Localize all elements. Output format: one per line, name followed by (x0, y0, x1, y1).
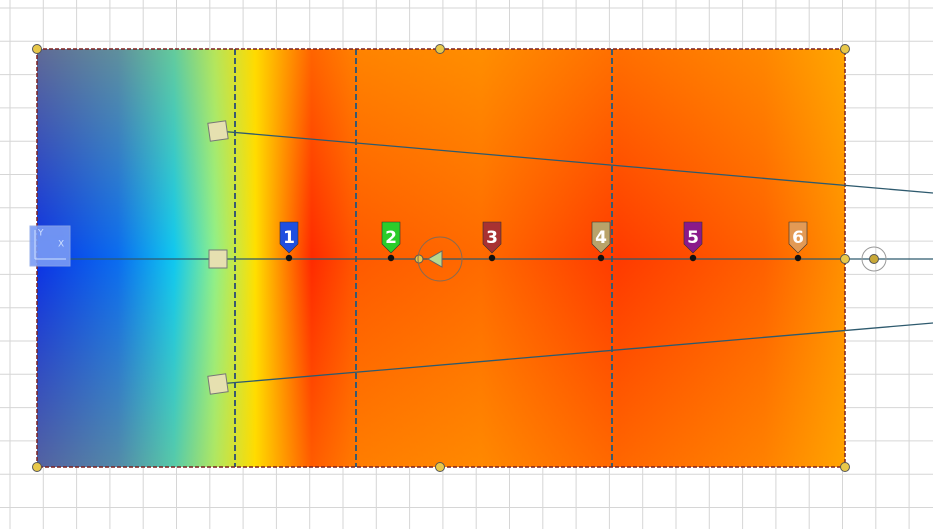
vertex[interactable] (435, 44, 445, 54)
beam-lines (37, 130, 933, 385)
vertex[interactable] (840, 44, 850, 54)
marker-pin (381, 221, 401, 254)
marker-label: 1 (283, 228, 295, 248)
vertex[interactable] (414, 254, 424, 264)
marker[interactable]: 5 (683, 221, 703, 262)
handle[interactable] (207, 373, 229, 395)
marker-label: 2 (385, 228, 397, 248)
marker-pin (788, 221, 808, 254)
section-lines (234, 49, 613, 467)
end-ring (861, 246, 887, 272)
markers: 1 2 3 4 5 6 (279, 221, 808, 262)
vertex[interactable] (435, 462, 445, 472)
marker-pin (683, 221, 703, 254)
marker-dot (387, 254, 395, 262)
marker-dot (794, 254, 802, 262)
marker-dot (689, 254, 697, 262)
marker-label: 6 (792, 228, 804, 248)
gizmo[interactable]: Y X (29, 225, 71, 267)
marker-dot (488, 254, 496, 262)
target-ring (417, 236, 463, 282)
handle[interactable] (207, 120, 229, 142)
gizmo-x: X (58, 240, 64, 250)
marker-label: 4 (595, 228, 607, 248)
end-dot (869, 254, 879, 264)
marker-pin (482, 221, 502, 254)
target-arrow (426, 250, 443, 268)
vertex[interactable] (32, 462, 42, 472)
handles (207, 120, 229, 395)
marker[interactable]: 4 (591, 221, 611, 262)
marker-dot (597, 254, 605, 262)
beam-line (217, 322, 933, 385)
marker[interactable]: 2 (381, 221, 401, 262)
handle[interactable] (208, 249, 228, 269)
marker[interactable]: 1 (279, 221, 299, 262)
vertex[interactable] (840, 254, 850, 264)
camera-target[interactable] (417, 236, 463, 282)
corner-points (32, 44, 850, 472)
marker-pin (591, 221, 611, 254)
vertex[interactable] (840, 462, 850, 472)
marker-pin (279, 221, 299, 254)
vertex[interactable] (32, 44, 42, 54)
marker-dot (285, 254, 293, 262)
marker-label: 3 (486, 228, 498, 248)
marker[interactable]: 6 (788, 221, 808, 262)
gizmo-y: Y (37, 229, 44, 239)
beam-line (217, 130, 933, 194)
marker[interactable]: 3 (482, 221, 502, 262)
marker-label: 5 (687, 228, 699, 248)
end-point[interactable] (861, 246, 887, 272)
